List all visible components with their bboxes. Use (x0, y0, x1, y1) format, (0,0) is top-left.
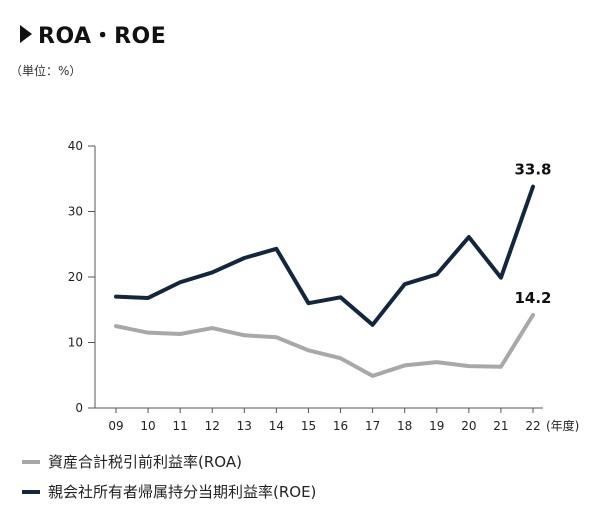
x-tick-label: 16 (333, 419, 348, 433)
data-point-roa (339, 356, 343, 360)
data-point-roe (146, 296, 150, 300)
data-point-roa (274, 335, 278, 339)
y-tick-label: 0 (75, 401, 83, 415)
data-point-roe (210, 270, 214, 274)
y-tick-label: 40 (68, 139, 83, 153)
legend-item-roe: 親会社所有者帰属持分当期利益率(ROE) (22, 481, 316, 502)
data-point-roa (499, 365, 503, 369)
x-tick-label: 22 (525, 419, 540, 433)
x-tick-label: 12 (205, 419, 220, 433)
data-point-roe (178, 280, 182, 284)
x-tick-label: 19 (429, 419, 444, 433)
data-point-roa (467, 364, 471, 368)
chart-title: ROA・ROE (38, 24, 167, 49)
data-point-roe (531, 185, 535, 189)
title-row: ROA・ROE (20, 18, 166, 50)
series-line-roe (114, 184, 535, 327)
triangle-right-icon (20, 25, 32, 43)
data-point-roa (242, 333, 246, 337)
legend-item-roa: 資産合計税引前利益率(ROA) (22, 451, 242, 472)
x-tick-label: 18 (397, 419, 412, 433)
data-point-roe (274, 247, 278, 251)
data-label-roe: 33.8 (514, 161, 551, 179)
data-label-roa: 14.2 (514, 289, 551, 307)
y-tick-label: 30 (68, 205, 83, 219)
data-point-roa (371, 374, 375, 378)
y-tick-label: 10 (68, 336, 83, 350)
x-tick-label: 13 (237, 419, 252, 433)
data-point-roe (435, 272, 439, 276)
x-tick-label: 09 (108, 419, 123, 433)
data-point-roa (114, 324, 118, 328)
data-point-roa (146, 331, 150, 335)
x-tick-label: 15 (301, 419, 316, 433)
data-point-roe (499, 276, 503, 280)
unit-label: （単位：%） (10, 64, 82, 78)
data-point-roa (531, 313, 535, 317)
data-point-roe (306, 301, 310, 305)
x-tick-label: 10 (140, 419, 155, 433)
y-tick-label: 20 (68, 270, 83, 284)
data-point-roe (114, 295, 118, 299)
data-point-roa (306, 348, 310, 352)
data-point-roe (371, 323, 375, 327)
data-point-roe (403, 282, 407, 286)
data-point-roa (403, 363, 407, 367)
x-tick-label: 20 (461, 419, 476, 433)
x-tick-label: 11 (173, 419, 188, 433)
legend-swatch-roe (22, 489, 40, 494)
data-point-roa (435, 360, 439, 364)
data-point-roe (242, 256, 246, 260)
x-axis-unit-label: (年度) (546, 418, 579, 433)
legend-label-roe: 親会社所有者帰属持分当期利益率(ROE) (48, 483, 317, 501)
series-line-roa (114, 312, 535, 378)
x-tick-label: 21 (493, 419, 508, 433)
legend-label-roa: 資産合計税引前利益率(ROA) (48, 453, 242, 471)
x-tick-label: 17 (365, 419, 380, 433)
x-tick-label: 14 (269, 419, 284, 433)
data-point-roe (467, 235, 471, 239)
legend-swatch-roa (22, 459, 40, 464)
data-point-roa (178, 332, 182, 336)
data-point-roe (339, 295, 343, 299)
data-point-roa (210, 326, 214, 330)
